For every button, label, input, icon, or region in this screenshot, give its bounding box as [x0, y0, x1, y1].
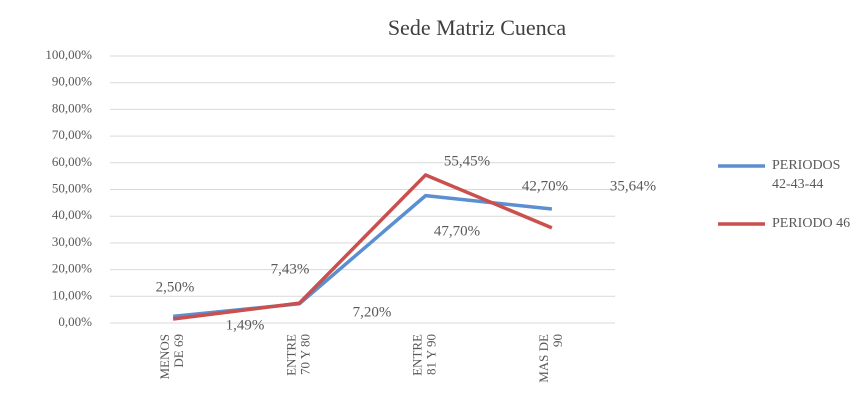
legend-label: PERIODOS 42-43-44	[772, 158, 840, 192]
chart-title: Sede Matriz Cuenca	[388, 15, 567, 40]
series-line	[172, 173, 553, 321]
x-tick-label: 70 Y 80	[297, 334, 312, 375]
data-label: 1,49%	[226, 317, 265, 333]
x-tick-label: ENTRE	[410, 334, 425, 376]
y-tick-label: 100,00%	[45, 47, 92, 62]
data-label: 2,50%	[156, 279, 195, 295]
legend-label: PERIODO 46	[772, 216, 850, 231]
x-tick-label: ENTRE	[283, 334, 298, 376]
y-tick-label: 70,00%	[52, 127, 92, 142]
y-tick-label: 10,00%	[52, 287, 92, 302]
x-tick-label: DE 69	[171, 334, 186, 368]
y-tick-label: 50,00%	[52, 180, 92, 195]
y-tick-label: 30,00%	[52, 234, 92, 249]
data-label: 55,45%	[444, 153, 490, 169]
x-tick-label: 81 Y 90	[424, 334, 439, 375]
data-label: 47,70%	[434, 223, 480, 239]
y-tick-label: 60,00%	[52, 154, 92, 169]
y-tick-label: 20,00%	[52, 261, 92, 276]
y-tick-label: 40,00%	[52, 207, 92, 222]
y-tick-label: 90,00%	[52, 74, 92, 89]
y-tick-label: 80,00%	[52, 100, 92, 115]
data-label: 7,20%	[353, 304, 392, 320]
x-tick-label: MAS DE	[536, 334, 551, 383]
data-label: 35,64%	[610, 178, 656, 194]
x-tick-label: 90	[550, 334, 565, 347]
data-label: 7,43%	[271, 261, 310, 277]
x-tick-label: MENOS	[157, 334, 172, 380]
series-line	[172, 193, 553, 319]
data-label: 42,70%	[522, 178, 568, 194]
y-tick-label: 0,00%	[58, 314, 92, 329]
